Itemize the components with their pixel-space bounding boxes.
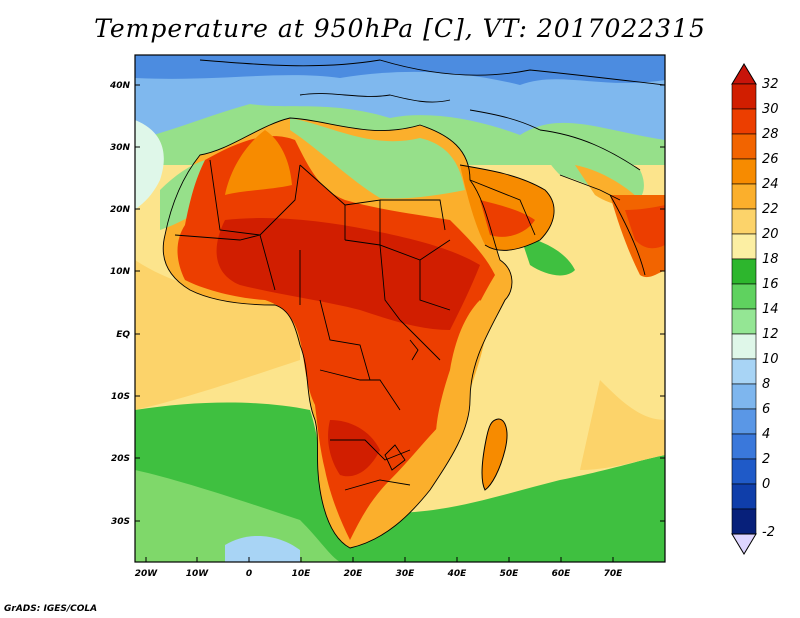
colorbar-label: 24 xyxy=(762,177,779,192)
lat-tick-30n: 30N xyxy=(110,143,131,153)
lat-tick-10s: 10S xyxy=(111,392,130,402)
colorbar-label: 14 xyxy=(762,302,779,317)
colorbar-swatch xyxy=(731,208,757,235)
colorbar-swatch xyxy=(731,283,757,310)
warm-atlantic xyxy=(135,260,300,410)
colorbar-swatch xyxy=(731,158,757,185)
southern-hottest xyxy=(328,420,380,477)
lon-tick-40e: 40E xyxy=(447,569,468,579)
colorbar-swatch xyxy=(731,408,757,435)
lon-tick-30e: 30E xyxy=(396,569,416,579)
lon-tick-10w: 10W xyxy=(186,569,210,579)
colorbar-label: 32 xyxy=(762,77,779,92)
east-coast-warm xyxy=(435,300,487,460)
colorbar-swatch xyxy=(731,358,757,385)
colorbar-swatch xyxy=(731,383,757,410)
southern-lightgreen xyxy=(135,470,340,562)
northwest-sahara-hot xyxy=(225,130,292,195)
colorbar-swatch xyxy=(731,83,757,110)
cold-atlantic-west xyxy=(135,120,164,210)
arabia-hot xyxy=(480,200,535,237)
colorbar-swatch xyxy=(731,508,757,535)
southern-cold-patch xyxy=(225,535,300,562)
colorbar-label: 18 xyxy=(762,252,779,267)
country-borders xyxy=(162,59,665,549)
colorbar-swatch xyxy=(731,183,757,210)
map-title: Temperature at 950hPa [C], VT: 201702231… xyxy=(94,14,706,43)
colorbar-swatch xyxy=(731,108,757,135)
arabian-sea-green xyxy=(520,235,575,276)
colorbar-label: 28 xyxy=(762,127,779,142)
lon-tick-0: 0 xyxy=(246,569,252,579)
lon-tick-10e: 10E xyxy=(292,569,312,579)
lat-tick-20n: 20N xyxy=(110,205,131,215)
plot-frame xyxy=(134,54,666,563)
colorbar-under-arrow xyxy=(731,533,757,555)
colorbar-label: 4 xyxy=(762,427,770,442)
colorbar-label: 0 xyxy=(762,477,770,492)
sahara-cool-strip xyxy=(290,118,465,199)
colorbar-label: 20 xyxy=(762,227,779,242)
lat-tick-40n: 40N xyxy=(109,81,131,91)
india-hot xyxy=(625,205,665,249)
colorbar-swatch xyxy=(731,458,757,485)
lon-tick-50e: 50E xyxy=(500,569,520,579)
colorbar-label: 30 xyxy=(762,102,779,117)
colorbar-swatch xyxy=(731,483,757,510)
lon-tick-60e: 60E xyxy=(552,569,572,579)
lat-tick-30s: 30S xyxy=(111,517,130,527)
grads-credit: GrADS: IGES/COLA xyxy=(4,604,98,614)
colorbar-swatch xyxy=(731,258,757,285)
latitude-axis: 40N 30N 20N 10N EQ 10S 20S 30S xyxy=(109,81,665,527)
colorbar-label: 12 xyxy=(762,327,779,342)
colorbar-label: 6 xyxy=(762,402,770,417)
longitude-axis: 20W 10W 0 10E 20E 30E 40E 50E 60E 70E xyxy=(135,557,623,579)
colorbar-swatch xyxy=(731,133,757,160)
colorbar-label: -2 xyxy=(762,525,775,540)
colorbar-swatch xyxy=(731,308,757,335)
indian-ocean-warm xyxy=(580,380,665,470)
colorbar-label: 16 xyxy=(762,277,779,292)
colorbar-label: 10 xyxy=(762,352,779,367)
colorbar-label: 8 xyxy=(762,377,770,392)
colorbar-label: 26 xyxy=(762,152,779,167)
colorbar-swatch xyxy=(731,233,757,260)
lat-tick-10n: 10N xyxy=(110,267,131,277)
lat-tick-eq: EQ xyxy=(116,330,130,340)
colorbar-swatch xyxy=(731,333,757,360)
lon-tick-20e: 20E xyxy=(344,569,364,579)
coldest-north-band xyxy=(135,55,665,85)
madagascar xyxy=(481,418,508,491)
colorbar-swatch xyxy=(731,433,757,460)
colorbar-over-arrow xyxy=(731,63,757,85)
sahel-hottest xyxy=(216,218,480,330)
map-area xyxy=(135,55,665,562)
lon-tick-20w: 20W xyxy=(135,569,159,579)
colorbar-label: 2 xyxy=(762,452,770,467)
lon-tick-70e: 70E xyxy=(604,569,624,579)
lat-tick-20s: 20S xyxy=(111,454,130,464)
colorbar-label: 22 xyxy=(762,202,779,217)
